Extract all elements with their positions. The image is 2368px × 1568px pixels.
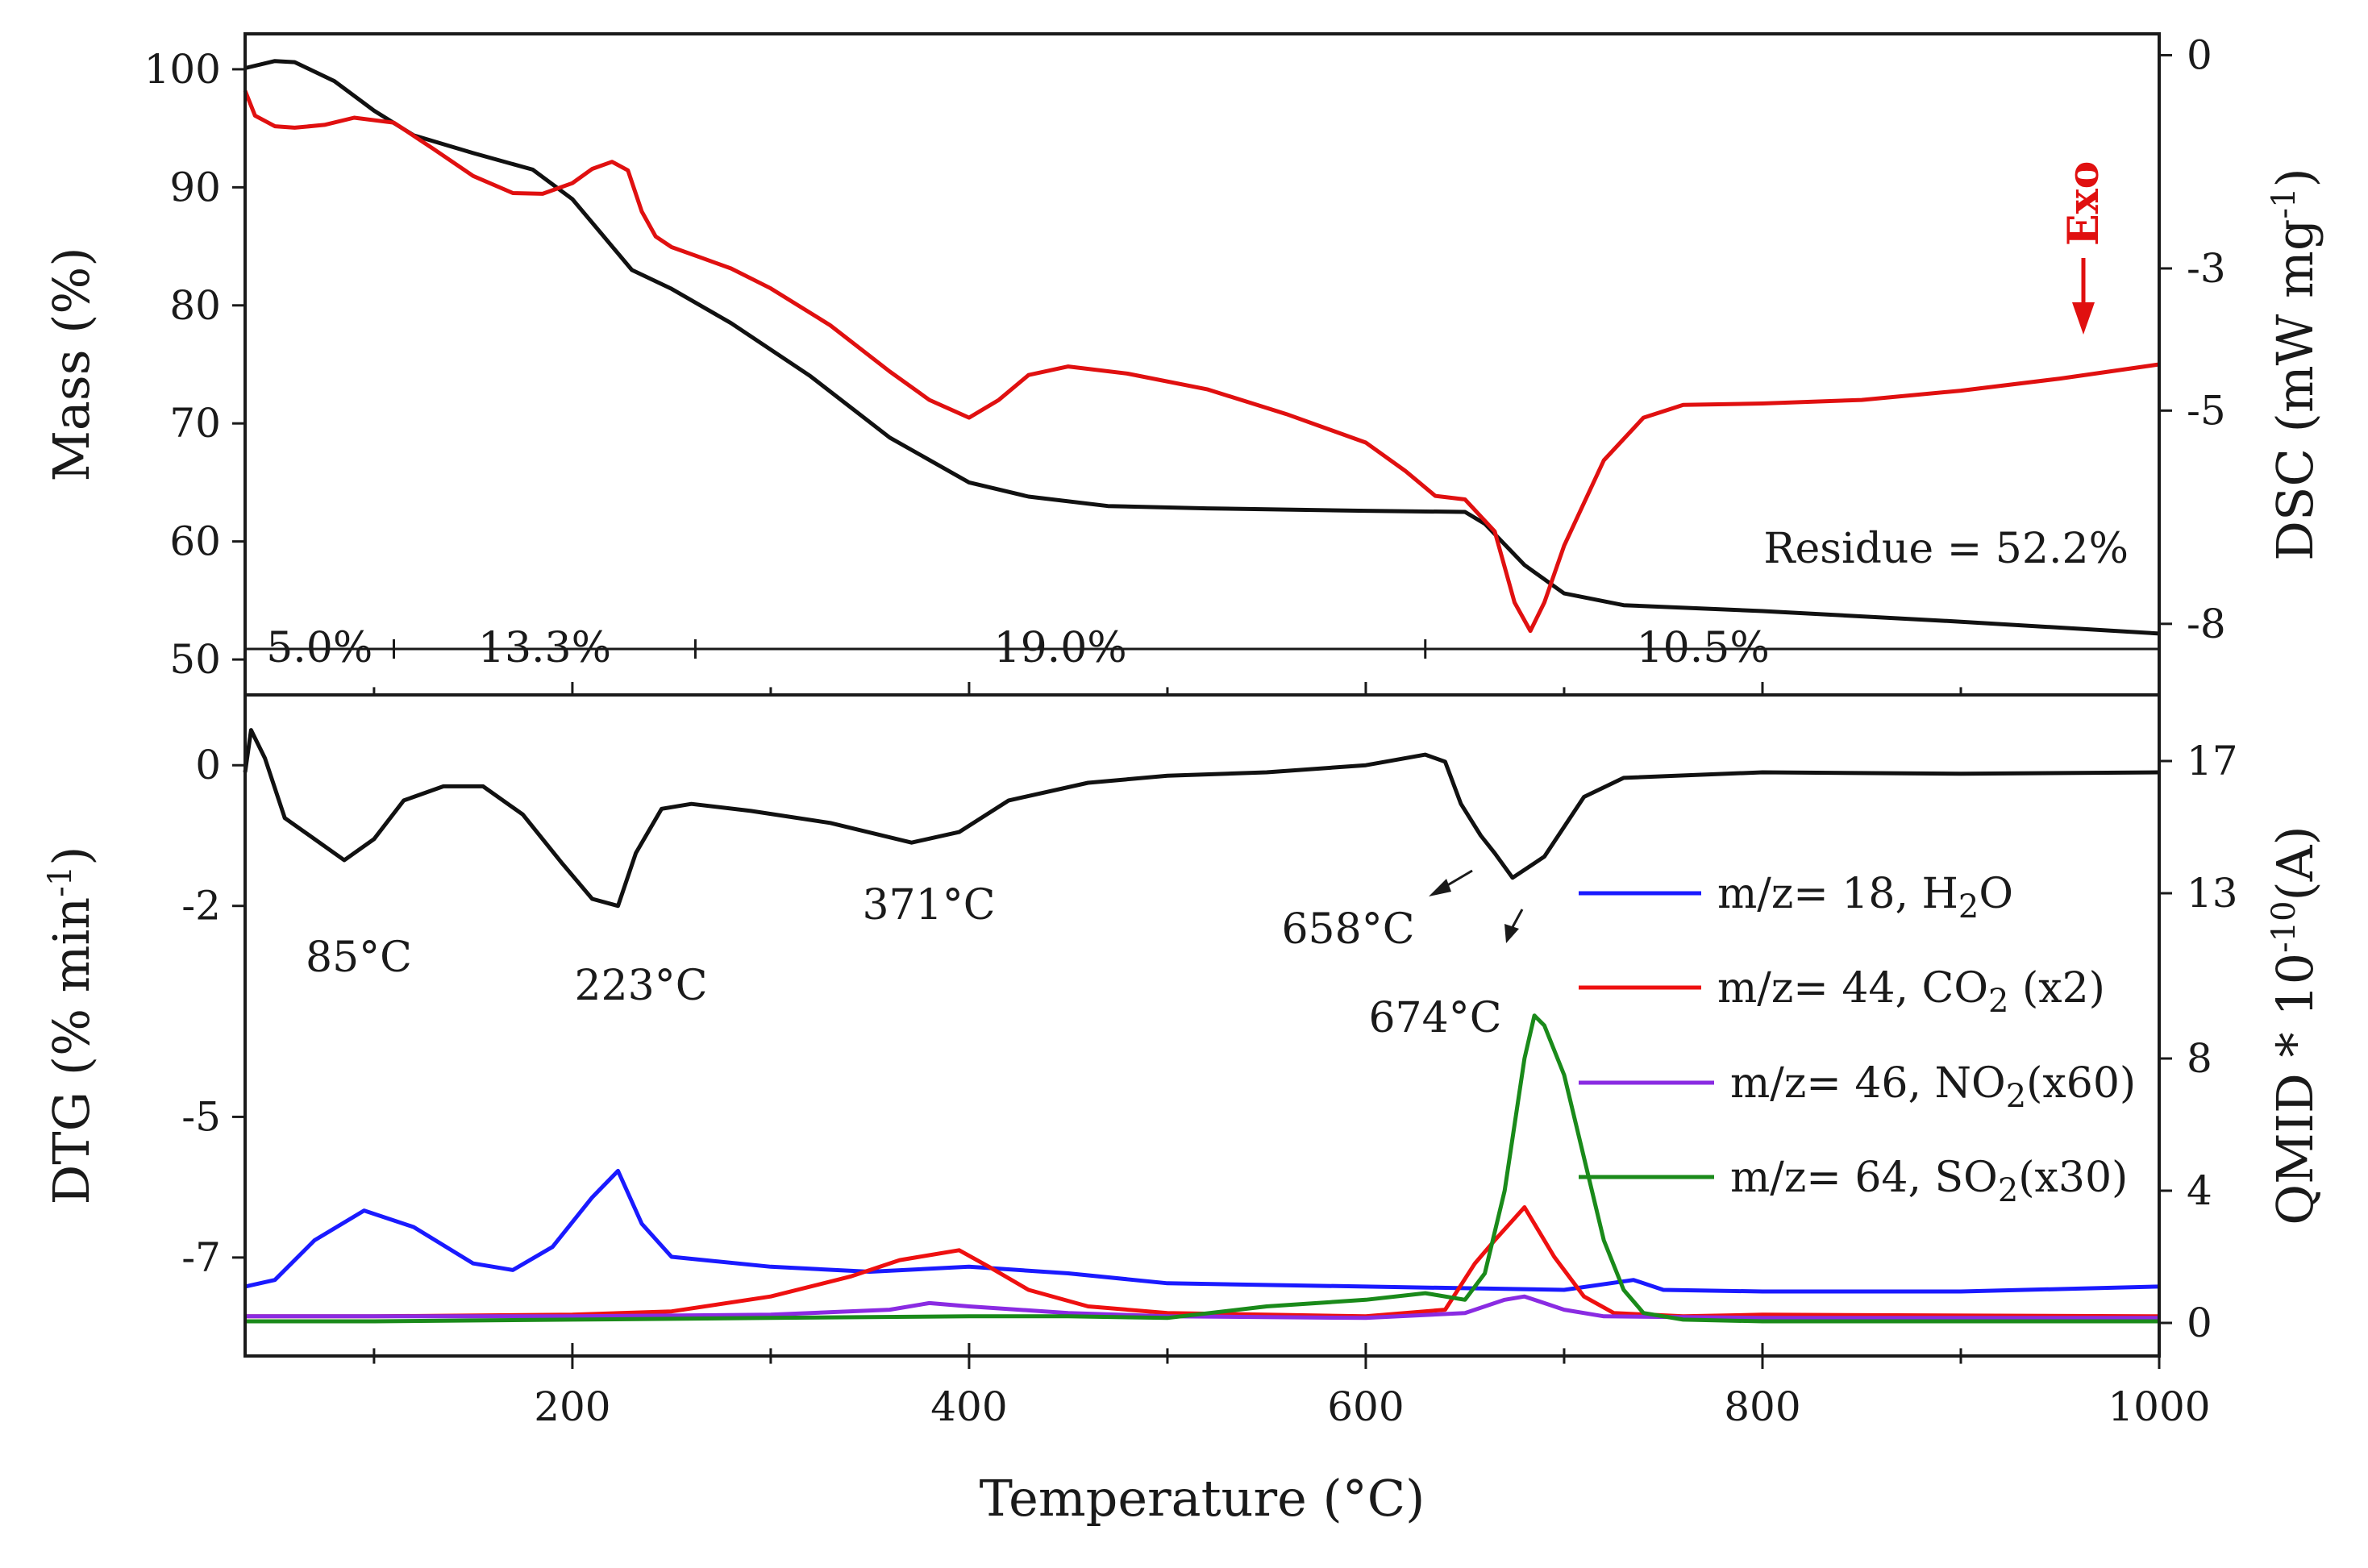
bottom-ticks (232, 759, 2172, 1369)
legend-item-so2: m/z= 64, SO2(x30) (1579, 1154, 2128, 1209)
qmid-axis-title: QMID * 10-10(A) (2266, 826, 2324, 1225)
legend-label-sub: 2 (2006, 1078, 2026, 1115)
peak-658-arrow-icon (1429, 879, 1451, 896)
peak-label-85: 85°C (306, 934, 412, 982)
peak-label-674: 674°C (1368, 994, 1501, 1042)
series-line-m-z-44-co2-x2 (245, 1205, 2160, 1319)
legend-label-text: (x60) (2026, 1059, 2136, 1108)
dsc-tick-label: -3 (2187, 245, 2226, 292)
qmid-axis-title-main: QMID * 10 (2266, 953, 2324, 1225)
mass-loss-steps: 5.0% 13.3% 19.0% 10.5% (245, 624, 2159, 672)
legend-label-sub: 2 (1998, 1172, 2018, 1209)
legend-label: m/z= 44, CO2 (x2) (1717, 964, 2105, 1020)
legend-label-sub: 2 (1958, 888, 1979, 925)
legend-item-no2: m/z= 46, NO2(x60) (1579, 1059, 2136, 1115)
peak-labels: 85°C 223°C 371°C 658°C 674°C (306, 869, 1524, 1042)
legend-label-text: m/z= 46, NO (1730, 1059, 2006, 1108)
qmid-axis-title-end: (A) (2266, 826, 2324, 900)
dsc-axis-tick-labels: 0 -3 -5 -8 (2187, 31, 2226, 647)
dtg-axis-title-end: ) (42, 846, 101, 866)
mass-tick-label: 50 (169, 636, 221, 683)
step-label-backdrop (996, 641, 1126, 660)
temperature-axis-title: Temperature (°C) (980, 1469, 1425, 1528)
series-line-dsc (243, 89, 2160, 634)
series-line-m-z-64-so2-x30 (245, 1013, 2159, 1324)
legend-label: m/z= 64, SO2(x30) (1730, 1154, 2128, 1209)
legend-label: m/z= 46, NO2(x60) (1730, 1059, 2136, 1115)
exo-label: Exo (2059, 161, 2108, 246)
qmid-tick-label: 8 (2187, 1035, 2212, 1082)
dsc-axis-title-main: DSC (mW mg (2266, 218, 2324, 560)
temperature-tick-label: 400 (930, 1383, 1007, 1430)
series-line-m-z-46-no2-x60 (245, 1294, 2159, 1321)
legend-item-co2: m/z= 44, CO2 (x2) (1579, 964, 2105, 1020)
qmid-tick-label: 13 (2187, 870, 2238, 917)
dtg-axis-title-exp: -1 (42, 866, 79, 897)
legend-label-text: m/z= 64, SO (1730, 1154, 1998, 1202)
peak-658-arrow-shaft (1444, 869, 1473, 888)
temperature-tick-label: 1000 (2108, 1383, 2210, 1430)
legend-label: m/z= 18, H2O (1717, 870, 2013, 925)
legend-label-text: (x30) (2018, 1154, 2128, 1202)
qmid-axis-tick-labels: 0 4 8 13 17 (2187, 738, 2238, 1346)
peak-label-658: 658°C (1281, 905, 1414, 954)
dtg-tick-label: -2 (181, 883, 221, 930)
dsc-tick-label: -8 (2187, 601, 2226, 647)
series-line-dtg (243, 728, 2160, 909)
mass-tick-label: 80 (169, 282, 221, 329)
top-ticks (232, 53, 2172, 695)
top-series-layer (243, 59, 2160, 636)
dtg-axis-title: DTG (% min-1) (42, 846, 101, 1205)
mass-axis-tick-labels: 50 60 70 80 90 100 (144, 46, 221, 683)
step-label-backdrop (1638, 641, 1768, 660)
mass-tick-label: 100 (144, 46, 221, 93)
series-line-m-z-18-h2o (244, 1168, 2160, 1294)
temperature-axis-tick-labels: 200 400 600 800 1000 (534, 1383, 2210, 1430)
mass-axis-title: Mass (%) (42, 247, 101, 481)
dtg-tick-label: -5 (181, 1093, 221, 1140)
residue-annotation: Residue = 52.2% (1763, 525, 2129, 573)
legend-label-sub: 2 (1988, 983, 2008, 1020)
peak-674-arrow-shaft (1511, 909, 1524, 928)
dsc-tick-label: 0 (2187, 31, 2212, 78)
dtg-axis-tick-labels: 0 -2 -5 -7 (181, 742, 221, 1281)
dsc-tick-label: -5 (2187, 387, 2226, 434)
bottom-panel: 0 -2 -5 -7 0 4 8 13 17 200 400 600 800 1… (42, 693, 2324, 1528)
bottom-series-layer (243, 728, 2160, 1324)
dtg-axis-title-main: DTG (% min (42, 897, 101, 1205)
legend-label-text: m/z= 44, CO (1717, 964, 1988, 1013)
dsc-axis-title-exp: -1 (2266, 188, 2303, 219)
peak-674-arrow-icon (1504, 924, 1519, 943)
peak-label-223: 223°C (574, 962, 707, 1010)
qmid-tick-label: 0 (2187, 1300, 2212, 1346)
legend-label-text: O (1979, 870, 2013, 918)
temperature-tick-label: 200 (534, 1383, 610, 1430)
exo-indicator: Exo (2059, 161, 2108, 335)
exo-arrow-icon (2072, 302, 2095, 335)
legend-label-text: m/z= 18, H (1717, 870, 1958, 918)
temperature-tick-label: 800 (1724, 1383, 1800, 1430)
legend-item-h2o: m/z= 18, H2O (1579, 870, 2013, 925)
temperature-tick-label: 600 (1327, 1383, 1404, 1430)
dsc-axis-title-end: ) (2266, 168, 2324, 187)
qmid-tick-label: 17 (2187, 738, 2238, 784)
dtg-tick-label: -7 (181, 1234, 221, 1281)
dsc-axis-title: DSC (mW mg-1) (2266, 168, 2324, 560)
peak-label-371: 371°C (862, 881, 995, 930)
mass-tick-label: 90 (169, 164, 221, 210)
step-label-backdrop (480, 641, 610, 660)
qmid-tick-label: 4 (2187, 1167, 2212, 1214)
qmid-axis-title-exp: -10 (2266, 900, 2303, 952)
mass-tick-label: 60 (169, 518, 221, 565)
legend: m/z= 18, H2O m/z= 44, CO2 (x2) m/z= 46, … (1579, 870, 2136, 1209)
mass-tick-label: 70 (169, 400, 221, 447)
dtg-tick-label: 0 (195, 742, 221, 788)
bottom-plot-frame (243, 693, 2161, 1358)
legend-label-text: (x2) (2008, 964, 2105, 1013)
step-label-backdrop (255, 641, 385, 660)
top-panel: 5.0% 13.3% 19.0% 10.5% 50 60 70 80 90 10… (42, 31, 2324, 697)
